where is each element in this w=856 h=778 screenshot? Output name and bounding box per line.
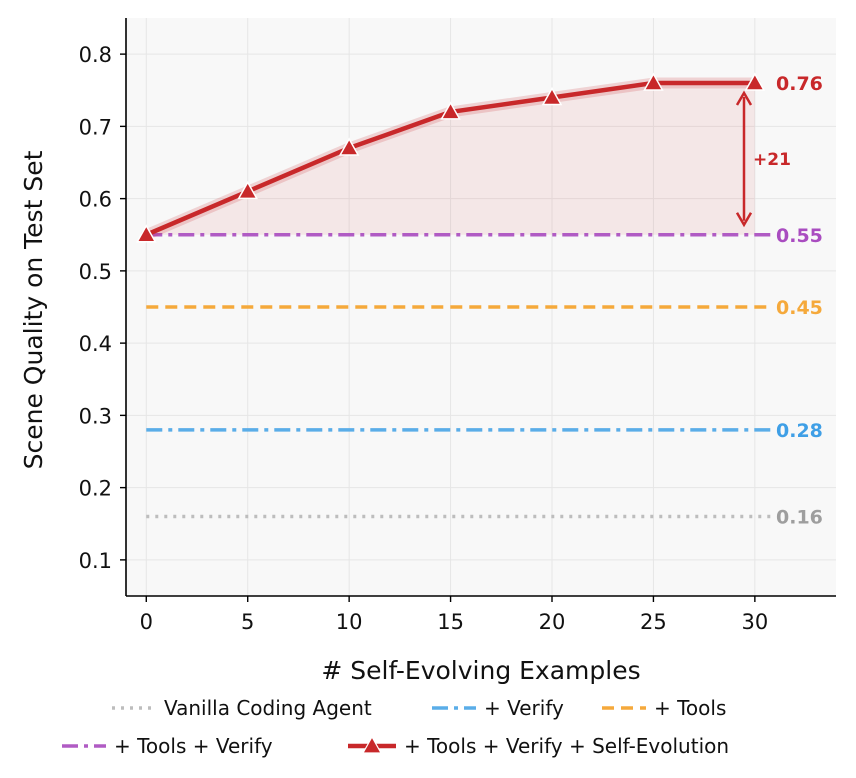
series-layer: +21 (136, 72, 791, 519)
x-tick-label: 25 (640, 610, 667, 634)
legend-label: + Tools + Verify + Self-Evolution (404, 734, 729, 758)
data-point-marker (541, 86, 563, 106)
y-tick-label: 0.5 (79, 260, 112, 284)
x-tick-label: 30 (741, 610, 768, 634)
end-value-label: 0.55 (776, 225, 823, 247)
data-point-marker (237, 180, 258, 200)
x-tick-label: 5 (241, 610, 254, 634)
axes: 0 5 10 15 20 25 30 0.1 0.2 0.3 0.4 0.5 0.6 0.7 0.8 (79, 18, 836, 634)
data-point-marker (643, 72, 664, 91)
improvement-area (146, 83, 755, 235)
y-tick-label: 0.3 (79, 404, 112, 428)
legend-label: Vanilla Coding Agent (164, 696, 372, 720)
data-point-marker (744, 72, 766, 91)
y-tick-label: 0.2 (79, 477, 112, 501)
y-tick-label: 0.1 (79, 549, 112, 573)
y-tick-label: 0.4 (79, 332, 112, 356)
improvement-annotation: +21 (753, 150, 791, 170)
y-axis-label: Scene Quality on Test Set (19, 150, 48, 469)
end-value-label: 0.28 (776, 420, 823, 442)
x-tick-label: 15 (437, 610, 464, 634)
end-value-label: 0.76 (776, 73, 823, 95)
legend-label: + Tools + Verify (114, 734, 273, 758)
legend: Vanilla Coding Agent + Verify + Tools + Too… (62, 696, 729, 758)
x-tick-label: 10 (336, 610, 363, 634)
end-value-label: 0.16 (776, 507, 823, 529)
x-tick-label: 0 (140, 610, 153, 634)
data-point-marker (136, 224, 157, 243)
y-tick-label: 0.6 (79, 188, 112, 212)
data-point-marker (440, 101, 461, 120)
x-axis-label: # Self-Evolving Examples (321, 656, 640, 685)
end-labels: 0.16 0.28 0.45 0.55 0.76 (776, 73, 823, 529)
x-tick-label: 20 (539, 610, 566, 634)
end-value-label: 0.45 (776, 297, 823, 319)
grid (126, 18, 836, 596)
improvement-arrow-head-down (735, 212, 753, 228)
legend-marker (361, 735, 383, 754)
legend-label: + Tools (654, 696, 726, 720)
legend-label: + Verify (484, 696, 564, 720)
y-tick-label: 0.7 (79, 115, 112, 139)
y-tick-label: 0.8 (79, 43, 112, 67)
data-point-marker (338, 137, 360, 156)
improvement-arrow-head-up (735, 90, 753, 106)
